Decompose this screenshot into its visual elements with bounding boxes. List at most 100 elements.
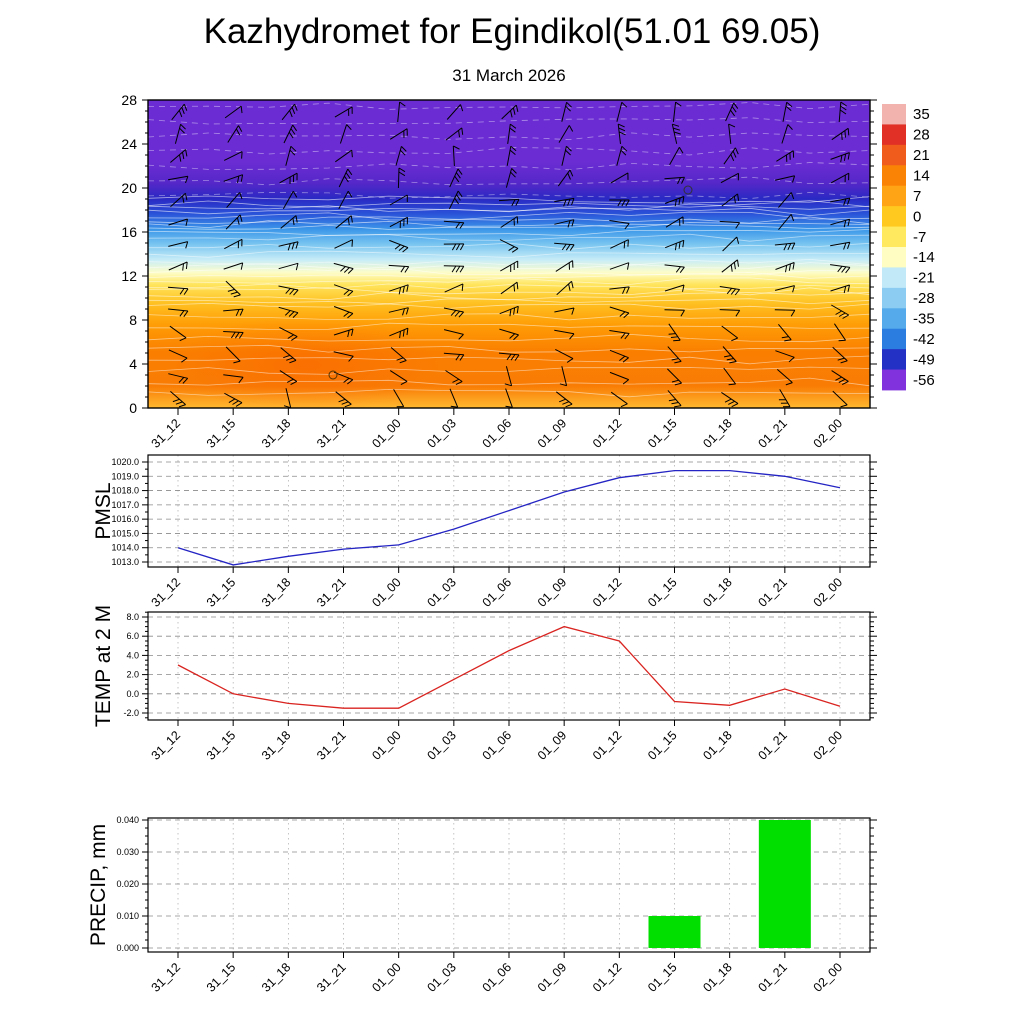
wind-barb [225, 214, 241, 230]
wind-barb-feather [728, 123, 736, 128]
wind-barb-feather [839, 109, 847, 115]
wind-barb [554, 219, 575, 225]
wind-barb [609, 330, 630, 334]
wind-barb [664, 284, 685, 292]
wind-barb-feather [840, 155, 843, 163]
wind-barb-feather [347, 168, 353, 176]
wind-barb [500, 216, 518, 228]
wind-barb-feather [455, 265, 461, 273]
time-tick-label: 31_15 [204, 728, 239, 763]
wind-barb [561, 366, 568, 386]
wind-barb-feather [682, 196, 685, 204]
time-tick-label: 01_09 [535, 728, 570, 763]
wind-barb-feather [289, 149, 296, 156]
wind-barb-feather [398, 287, 402, 295]
wind-barb-feather [735, 310, 741, 317]
wind-barb [554, 242, 575, 246]
wind-barb-feather [785, 105, 792, 111]
time-tick-label: 02_00 [811, 960, 846, 995]
time-tick-label: 01_12 [590, 960, 625, 995]
wind-barb-feather [180, 123, 186, 130]
wind-barb [389, 216, 408, 228]
wind-barb [170, 192, 186, 208]
wind-barb-feather [620, 149, 627, 156]
wind-barb [781, 124, 789, 144]
contour-line [148, 298, 870, 305]
colorbar-label: -42 [913, 331, 935, 348]
precip-ytick-label: 0.000 [116, 943, 139, 953]
wind-barb-feather [565, 149, 571, 156]
wind-barb [168, 349, 188, 359]
wind-barb-feather [733, 102, 739, 109]
wind-barb [445, 370, 463, 382]
wind-barb [223, 374, 244, 378]
wind-barb-feather [671, 358, 679, 361]
wind-barb-feather [791, 242, 796, 250]
wind-barb-feather [618, 127, 626, 132]
contour-line [148, 283, 870, 290]
wind-barb [499, 305, 519, 315]
wind-barb-feather [726, 287, 732, 295]
wind-barb-feather [621, 199, 626, 207]
wind-barb-feather [790, 214, 795, 222]
wind-barb-feather [233, 360, 241, 364]
wind-barb-feather [837, 357, 845, 361]
wind-barb-feather [351, 239, 353, 247]
wind-barb [388, 264, 409, 268]
wind-barb [168, 241, 188, 247]
wind-barb-feather [238, 376, 244, 384]
wind-barb [397, 167, 400, 189]
wind-barb-feather [235, 402, 243, 407]
wind-barb-feather [292, 218, 295, 226]
precip-ytick-label: 0.030 [116, 847, 139, 857]
contour-line [148, 216, 870, 225]
time-tick-label: 01_09 [535, 575, 570, 610]
wind-barb-feather [241, 151, 243, 159]
wind-barb [170, 391, 186, 405]
wind-barb [774, 285, 795, 291]
colorbar-label: -7 [913, 229, 926, 246]
wind-barb-feather [788, 356, 795, 363]
time-tick-label: 01_09 [535, 416, 570, 451]
wind-barb-feather [505, 405, 513, 408]
colorbar-segment [882, 206, 906, 227]
wind-barb-feather [458, 130, 460, 138]
colorbar-segment [882, 104, 906, 125]
wind-barb-feather [728, 383, 736, 386]
wind-barb-feather [571, 281, 574, 289]
contour-low-marker [683, 185, 693, 195]
wind-barb [830, 264, 850, 268]
wind-barb-feather [847, 219, 851, 227]
contour-line [148, 220, 870, 229]
wind-barb-feather [678, 147, 684, 154]
wind-barb-feather [175, 401, 183, 405]
wind-barb-feather [682, 240, 685, 248]
pmsl-ytick-label: 1013.0 [111, 557, 139, 567]
temp2m-ytick-label: 6.0 [126, 631, 139, 641]
time-tick-label: 01_21 [755, 960, 790, 995]
wind-barb [280, 347, 297, 361]
wind-barb-feather [513, 334, 519, 341]
page-title: Kazhydromet for Egindikol(51.01 69.05) [203, 12, 821, 51]
wind-barb-feather [559, 383, 567, 387]
wind-barb [830, 284, 850, 292]
wind-barb [333, 284, 354, 292]
wind-barb-feather [461, 127, 464, 135]
wind-barb-feather [457, 190, 463, 198]
wind-barb-feather [724, 398, 732, 403]
wind-barb-feather [453, 145, 460, 150]
wind-barb [500, 281, 518, 295]
wind-barb [224, 105, 242, 119]
height-tick-label: 8 [129, 312, 137, 328]
wind-barb [561, 102, 568, 122]
wind-barb [778, 192, 792, 208]
wind-barb-feather [185, 241, 189, 249]
wind-barb-feather [398, 171, 406, 177]
wind-barb [168, 373, 188, 379]
pmsl-ytick-label: 1016.0 [111, 514, 139, 524]
wind-barb-feather [510, 110, 513, 118]
wind-barb-feather [515, 104, 519, 113]
wind-barb-feather [621, 101, 628, 108]
time-tick-label: 01_18 [700, 575, 735, 610]
wind-barb [280, 215, 297, 229]
